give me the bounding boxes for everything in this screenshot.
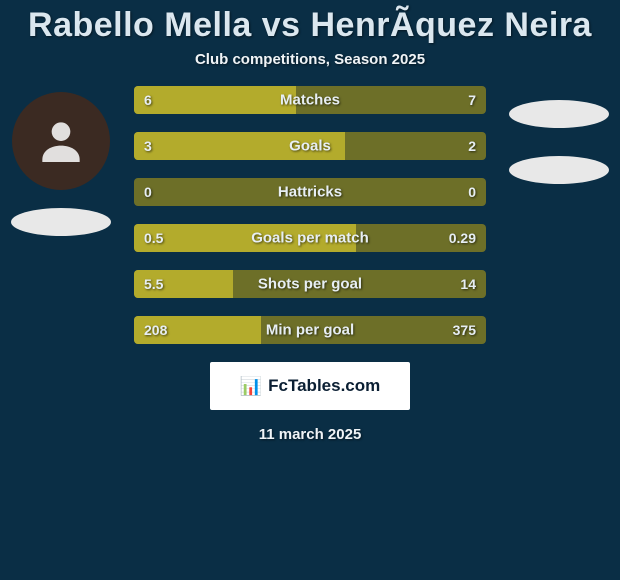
person-icon: [33, 113, 89, 169]
stat-label: Goals: [289, 138, 331, 155]
stat-row: 208 375 Min per goal: [134, 316, 486, 344]
page-title: Rabello Mella vs HenrÃ­quez Neira: [28, 6, 592, 45]
date-label: 11 march 2025: [259, 426, 362, 443]
stat-row: 0 0 Hattricks: [134, 178, 486, 206]
stats-bars: 6 7 Matches 3 2 Goals 0 0 Hattricks 0.5 0.29 Goals …: [134, 86, 486, 344]
stat-value-left: 6: [144, 92, 152, 108]
stat-value-right: 14: [460, 276, 476, 292]
stat-value-right: 7: [468, 92, 476, 108]
stat-row: 5.5 14 Shots per goal: [134, 270, 486, 298]
brand-text: FcTables.com: [268, 376, 380, 396]
player-left-club-badge: [11, 208, 111, 236]
stat-value-right: 2: [468, 138, 476, 154]
player-left-column: [6, 86, 116, 236]
player-right-club-badge-1: [509, 100, 609, 128]
stat-row: 6 7 Matches: [134, 86, 486, 114]
stat-value-right: 375: [453, 322, 476, 338]
stat-fill-left: [134, 86, 296, 114]
stat-label: Shots per goal: [258, 276, 362, 293]
stat-label: Matches: [280, 92, 340, 109]
stat-label: Goals per match: [251, 230, 369, 247]
stat-value-left: 3: [144, 138, 152, 154]
stat-value-right: 0.29: [449, 230, 476, 246]
stat-value-left: 5.5: [144, 276, 163, 292]
stat-value-right: 0: [468, 184, 476, 200]
stat-value-left: 208: [144, 322, 167, 338]
player-right-column: [504, 86, 614, 184]
brand-box: 📊 FcTables.com: [210, 362, 410, 410]
subtitle: Club competitions, Season 2025: [195, 51, 425, 68]
stat-row: 3 2 Goals: [134, 132, 486, 160]
stat-value-left: 0: [144, 184, 152, 200]
player-left-avatar: [12, 92, 110, 190]
stat-label: Hattricks: [278, 184, 342, 201]
player-right-club-badge-2: [509, 156, 609, 184]
chart-icon: 📊: [240, 377, 262, 395]
stat-label: Min per goal: [266, 322, 354, 339]
comparison-content: 6 7 Matches 3 2 Goals 0 0 Hattricks 0.5 0.29 Goals …: [0, 86, 620, 344]
stat-value-left: 0.5: [144, 230, 163, 246]
stat-row: 0.5 0.29 Goals per match: [134, 224, 486, 252]
